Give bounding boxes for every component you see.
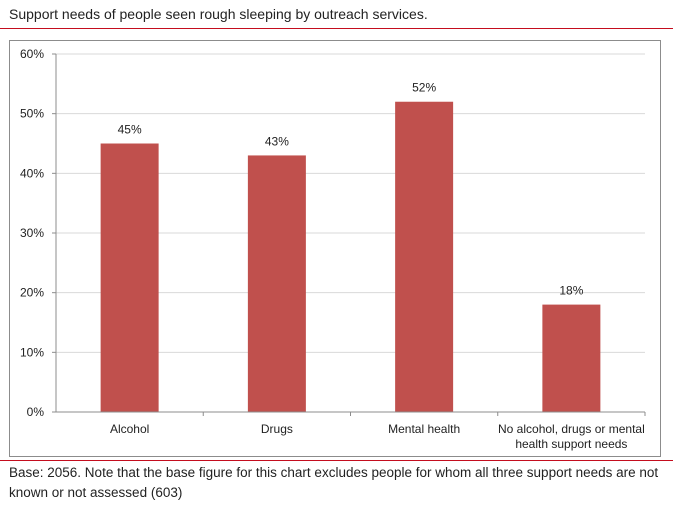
bar-2	[247, 155, 306, 412]
y-tick-label: 10%	[20, 345, 44, 359]
data-labels: 45% 43% 52% 18%	[118, 81, 584, 298]
title-divider	[0, 28, 673, 29]
x-category-label: Mental health	[388, 422, 460, 436]
data-label: 43%	[265, 134, 289, 148]
y-tick-label: 20%	[20, 286, 44, 300]
y-tick-label: 0%	[27, 405, 45, 419]
footer-divider	[0, 460, 673, 461]
data-label: 52%	[412, 81, 436, 95]
bar-1	[100, 143, 159, 412]
base-note: Base: 2056. Note that the base figure fo…	[9, 465, 659, 500]
y-tick-label: 40%	[20, 166, 44, 180]
data-label: 45%	[118, 123, 142, 137]
data-label: 18%	[559, 284, 583, 298]
chart-frame	[9, 40, 661, 457]
bar-3	[395, 101, 454, 412]
x-category-label: No alcohol, drugs or mental	[498, 422, 645, 436]
x-category-label: health support needs	[515, 437, 627, 451]
bar-4	[542, 304, 601, 412]
y-axis-ticks: 0% 10% 20% 30% 40% 50% 60%	[20, 47, 56, 419]
x-axis-categories: Alcohol Drugs Mental health No alcohol, dru…	[110, 422, 645, 451]
axes	[55, 54, 646, 416]
x-category-label: Alcohol	[110, 422, 149, 436]
chart-title: Support needs of people seen rough sleep…	[9, 6, 428, 22]
y-tick-label: 60%	[20, 47, 44, 61]
x-category-label: Drugs	[261, 422, 293, 436]
y-tick-label: 30%	[20, 226, 44, 240]
y-tick-label: 50%	[20, 107, 44, 121]
bars	[100, 101, 601, 412]
